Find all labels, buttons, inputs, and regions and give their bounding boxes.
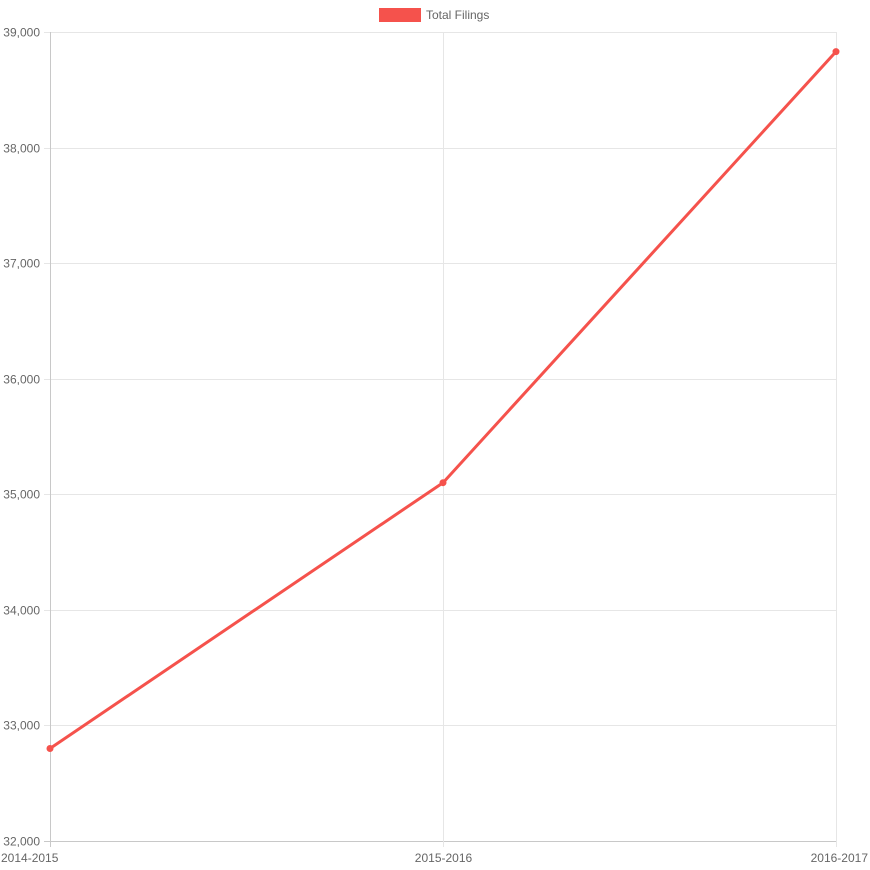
data-point[interactable]	[439, 479, 447, 487]
y-tick-label: 35,000	[3, 488, 40, 502]
x-tick-label: 2014-2015	[1, 851, 59, 865]
x-tick-label: 2016-2017	[811, 851, 869, 865]
y-tick-label: 32,000	[3, 835, 40, 849]
y-tick-label: 38,000	[3, 142, 40, 156]
y-tick-label: 34,000	[3, 604, 40, 618]
y-tick-label: 39,000	[3, 26, 40, 40]
legend-swatch[interactable]	[379, 8, 421, 22]
y-axis-ticks: 32,000 33,000 34,000 35,000 36,000 37,000 38,0…	[3, 26, 40, 849]
series-layer	[46, 48, 840, 752]
data-point[interactable]	[832, 48, 840, 56]
legend[interactable]: Total Filings	[379, 8, 489, 22]
x-axis-ticks: 2014-2015 2015-2016 2016-2017	[1, 851, 868, 865]
grid-lines	[44, 32, 837, 847]
y-tick-label: 37,000	[3, 257, 40, 271]
y-tick-label: 36,000	[3, 373, 40, 387]
data-point[interactable]	[46, 745, 54, 752]
legend-label[interactable]: Total Filings	[426, 8, 489, 22]
y-tick-label: 33,000	[3, 719, 40, 733]
x-tick-label: 2015-2016	[415, 851, 473, 865]
